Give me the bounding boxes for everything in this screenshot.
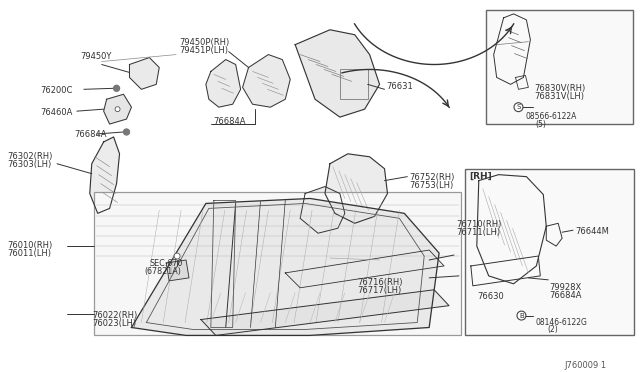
Text: 76011(LH): 76011(LH) <box>8 249 51 258</box>
Text: 76711(LH): 76711(LH) <box>456 228 500 237</box>
Text: 79928X: 79928X <box>549 283 582 292</box>
Text: (2): (2) <box>547 326 558 334</box>
Text: J760009 1: J760009 1 <box>564 361 606 370</box>
Bar <box>340 70 367 99</box>
Polygon shape <box>300 187 345 233</box>
Text: 76716(RH): 76716(RH) <box>358 278 403 287</box>
Polygon shape <box>129 58 159 89</box>
Text: SEC.670: SEC.670 <box>149 259 182 268</box>
Text: S: S <box>516 104 521 110</box>
Text: 08566-6122A: 08566-6122A <box>525 112 577 121</box>
Text: [RH]: [RH] <box>469 172 492 181</box>
Polygon shape <box>201 290 449 336</box>
Polygon shape <box>515 76 529 89</box>
Circle shape <box>113 85 120 91</box>
Polygon shape <box>206 60 241 107</box>
Text: 76631: 76631 <box>387 82 413 91</box>
Circle shape <box>514 103 523 112</box>
Text: 76710(RH): 76710(RH) <box>456 220 501 229</box>
Text: 76023(LH): 76023(LH) <box>93 318 137 328</box>
Bar <box>465 169 634 336</box>
Text: 76684A: 76684A <box>74 130 106 139</box>
Text: 79450P(RH): 79450P(RH) <box>179 38 229 47</box>
Bar <box>93 192 461 336</box>
Polygon shape <box>90 137 120 214</box>
Text: 76303(LH): 76303(LH) <box>8 160 52 169</box>
Text: 76460A: 76460A <box>40 108 72 117</box>
Text: 76022(RH): 76022(RH) <box>93 311 138 320</box>
Text: 76684A: 76684A <box>213 117 245 126</box>
Circle shape <box>124 129 129 135</box>
Polygon shape <box>547 223 562 246</box>
Text: B: B <box>519 312 524 318</box>
Text: 76684A: 76684A <box>549 291 582 300</box>
Text: 76200C: 76200C <box>40 86 72 95</box>
Polygon shape <box>477 175 547 284</box>
Polygon shape <box>166 260 189 281</box>
Bar <box>486 10 632 124</box>
Text: 76752(RH): 76752(RH) <box>410 173 454 182</box>
Polygon shape <box>471 256 540 286</box>
Text: 76830V(RH): 76830V(RH) <box>534 84 586 93</box>
Text: 76644M: 76644M <box>575 227 609 236</box>
Text: 76717(LH): 76717(LH) <box>358 286 402 295</box>
Circle shape <box>174 253 180 259</box>
Text: 76302(RH): 76302(RH) <box>8 152 52 161</box>
Text: 08146-6122G: 08146-6122G <box>535 318 588 327</box>
Polygon shape <box>493 14 531 84</box>
Polygon shape <box>295 30 380 117</box>
Text: (67821A): (67821A) <box>145 267 181 276</box>
Polygon shape <box>104 94 131 124</box>
Text: 76831V(LH): 76831V(LH) <box>534 92 584 101</box>
Text: 76010(RH): 76010(RH) <box>8 241 52 250</box>
Circle shape <box>115 107 120 112</box>
Text: 76753(LH): 76753(LH) <box>410 181 454 190</box>
Circle shape <box>517 311 526 320</box>
Text: 79451P(LH): 79451P(LH) <box>179 46 228 55</box>
Text: 79450Y: 79450Y <box>80 52 111 61</box>
Text: (5): (5) <box>535 120 546 129</box>
Polygon shape <box>285 250 444 288</box>
Polygon shape <box>325 154 387 223</box>
Bar <box>471 286 500 306</box>
Polygon shape <box>131 199 439 336</box>
Text: 76630: 76630 <box>478 292 504 301</box>
Polygon shape <box>243 55 290 107</box>
